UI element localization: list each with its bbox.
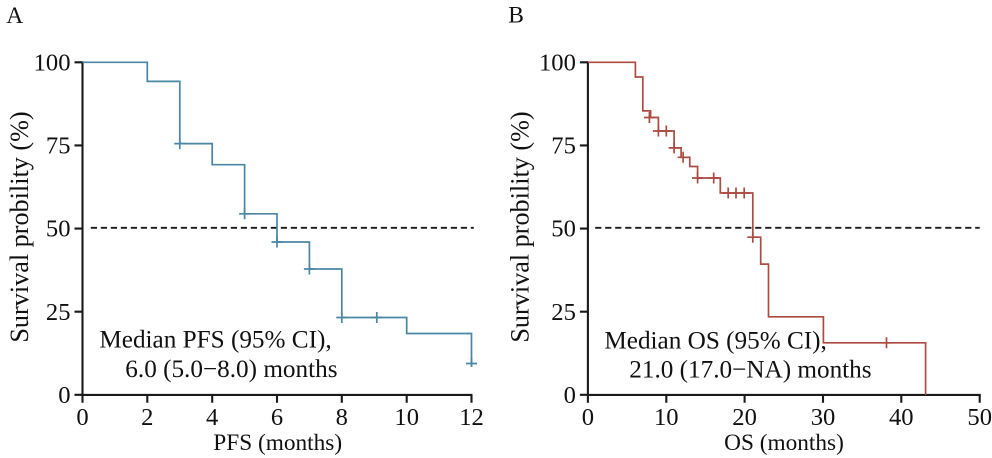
svg-text:20: 20 bbox=[732, 404, 757, 431]
svg-text:B: B bbox=[508, 3, 524, 29]
svg-text:6.0 (5.0−8.0) months: 6.0 (5.0−8.0) months bbox=[125, 356, 337, 383]
svg-text:2: 2 bbox=[141, 404, 153, 431]
svg-text:21.0 (17.0−NA) months: 21.0 (17.0−NA) months bbox=[629, 356, 871, 383]
svg-text:A: A bbox=[6, 3, 23, 29]
svg-text:100: 100 bbox=[539, 49, 576, 76]
svg-text:10: 10 bbox=[394, 404, 419, 431]
svg-text:Survival probility (%): Survival probility (%) bbox=[506, 111, 535, 342]
svg-text:0: 0 bbox=[76, 404, 88, 431]
svg-text:Median PFS (95% CI),: Median PFS (95% CI), bbox=[99, 327, 331, 354]
svg-text:10: 10 bbox=[654, 404, 679, 431]
svg-text:0: 0 bbox=[582, 404, 594, 431]
svg-text:0: 0 bbox=[564, 382, 576, 409]
svg-text:50: 50 bbox=[551, 216, 576, 243]
svg-text:PFS (months): PFS (months) bbox=[213, 430, 342, 456]
svg-text:50: 50 bbox=[46, 216, 71, 243]
svg-text:12: 12 bbox=[459, 404, 484, 431]
svg-text:6: 6 bbox=[271, 404, 283, 431]
svg-text:30: 30 bbox=[811, 404, 836, 431]
svg-text:25: 25 bbox=[551, 299, 576, 326]
svg-text:0: 0 bbox=[58, 382, 70, 409]
svg-text:Median OS (95% CI),: Median OS (95% CI), bbox=[604, 327, 826, 354]
svg-text:Survival probility (%): Survival probility (%) bbox=[5, 111, 34, 342]
svg-text:25: 25 bbox=[46, 299, 71, 326]
svg-text:50: 50 bbox=[967, 404, 992, 431]
svg-text:100: 100 bbox=[34, 49, 71, 76]
svg-text:40: 40 bbox=[889, 404, 914, 431]
svg-text:75: 75 bbox=[551, 133, 576, 160]
svg-text:OS (months): OS (months) bbox=[724, 430, 844, 456]
svg-text:4: 4 bbox=[206, 404, 218, 431]
svg-text:8: 8 bbox=[336, 404, 348, 431]
svg-text:75: 75 bbox=[46, 133, 71, 160]
